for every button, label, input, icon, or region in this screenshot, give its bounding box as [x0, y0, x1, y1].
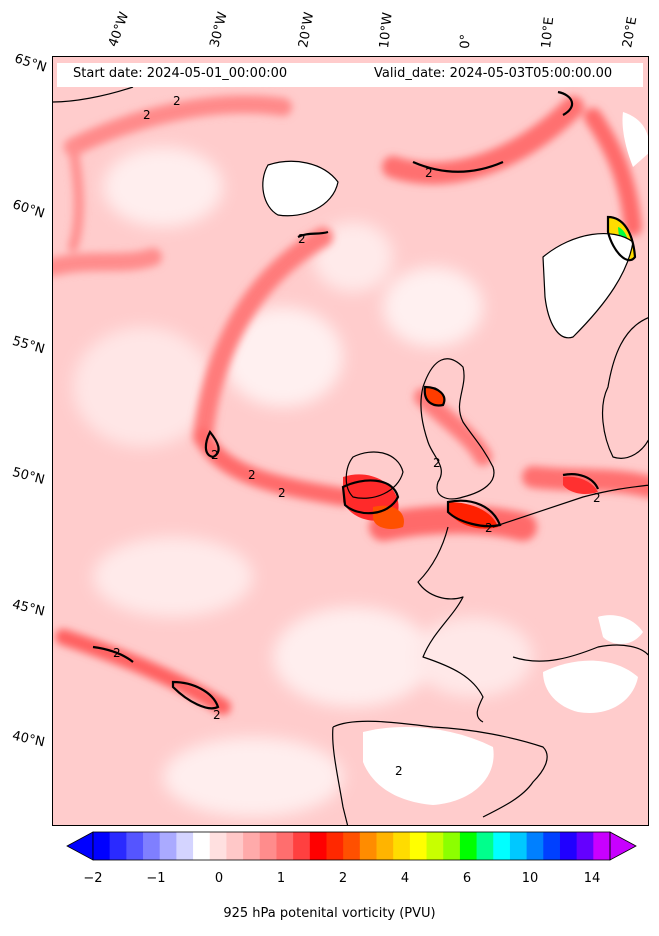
lat-label-55n: 55°N — [10, 333, 47, 358]
lon-label-40w: 40°W — [105, 10, 133, 49]
colorbar — [66, 831, 637, 861]
start-date-label: Start date: 2024-05-01_00:00:00 — [73, 66, 288, 81]
colorbar-segment — [376, 832, 394, 860]
lon-label-10e: 10°E — [539, 16, 558, 50]
colorbar-segment — [559, 832, 578, 860]
svg-text:2: 2 — [248, 468, 256, 482]
colorbar-tick: −2 — [83, 871, 103, 886]
colorbar-segment — [126, 832, 144, 860]
svg-text:2: 2 — [395, 764, 403, 778]
pv-low-regions — [73, 147, 533, 817]
lat-label-65n: 65°N — [12, 51, 49, 76]
colorbar-extend-low — [66, 831, 94, 861]
colorbar-segment — [276, 832, 294, 860]
pv2-contours — [92, 90, 637, 710]
terrain-masks — [262, 112, 648, 805]
lat-label-40n: 40°N — [10, 728, 47, 751]
colorbar-segment — [426, 832, 444, 860]
lon-label-20w: 20°W — [296, 11, 318, 50]
colorbar-border — [92, 831, 611, 861]
svg-text:2: 2 — [485, 521, 493, 535]
greenland-coast — [53, 86, 134, 103]
pv-high-bands — [53, 95, 648, 715]
france-atlantic-coast — [417, 526, 484, 723]
colorbar-extend-high — [609, 831, 637, 861]
colorbar-segment — [176, 832, 194, 860]
lon-label-0: 0° — [458, 33, 474, 49]
pv-map: 2 2 2 2 2 2 2 2 2 2 2 2 2 — [53, 57, 648, 825]
colorbar-segment — [576, 832, 594, 860]
svg-text:2: 2 — [113, 646, 121, 660]
colorbar-segment — [209, 832, 227, 860]
colorbar-segment — [593, 832, 611, 860]
iberia-west-coast — [332, 726, 349, 825]
colorbar-segment — [459, 832, 478, 860]
colorbar-segment — [343, 832, 361, 860]
colorbar-segment — [493, 832, 511, 860]
colorbar-segment — [143, 832, 161, 860]
pv2-contour-labels: 2 2 2 2 2 2 2 2 2 2 2 2 2 — [113, 94, 601, 778]
mediterranean-coast — [512, 644, 648, 662]
colorbar-tick: 2 — [338, 871, 348, 886]
colorbar-segment — [443, 832, 461, 860]
iceland-coast — [262, 160, 339, 217]
colorbar-segment — [526, 832, 544, 860]
colorbar-tick: 4 — [400, 871, 410, 886]
colorbar-segment — [193, 832, 211, 860]
map-panel: 2 2 2 2 2 2 2 2 2 2 2 2 2 — [52, 56, 649, 826]
svg-text:2: 2 — [593, 491, 601, 505]
lat-label-45n: 45°N — [10, 597, 47, 620]
svg-text:2: 2 — [298, 232, 306, 246]
svg-text:2: 2 — [425, 166, 433, 180]
colorbar-tick: 10 — [521, 871, 539, 886]
colorbar-segment — [226, 832, 244, 860]
coastlines — [53, 86, 648, 825]
lon-label-30w: 30°W — [207, 10, 231, 49]
scandinavia-coast — [602, 317, 648, 459]
iberia-north-coast — [332, 720, 548, 818]
colorbar-tick: 0 — [214, 871, 224, 886]
colorbar-segment — [309, 832, 327, 860]
norway-coast — [542, 232, 634, 339]
svg-text:2: 2 — [173, 94, 181, 108]
colorbar-segment — [93, 832, 111, 860]
colorbar-tick: −1 — [146, 871, 166, 886]
valid-date-label: Valid_date: 2024-05-03T05:00:00.00 — [374, 66, 613, 81]
colorbar-segment — [543, 832, 561, 860]
colorbar-segment — [109, 832, 127, 860]
svg-text:2: 2 — [211, 448, 219, 462]
ireland-coast — [345, 451, 404, 499]
colorbar-tick: 14 — [583, 871, 601, 886]
colorbar-segment — [243, 832, 261, 860]
svg-text:2: 2 — [213, 708, 221, 722]
north-european-coast — [492, 484, 648, 528]
colorbar-tick: 6 — [462, 871, 472, 886]
colorbar-segment — [359, 832, 378, 860]
colorbar-segment — [393, 832, 411, 860]
colorbar-label: 925 hPa potenital vorticity (PVU) — [223, 906, 436, 921]
lat-label-60n: 60°N — [10, 197, 47, 222]
colorbar-segment — [509, 832, 528, 860]
header-strip — [57, 63, 643, 87]
colorbar-segment — [409, 832, 428, 860]
lon-label-20e: 20°E — [620, 15, 641, 49]
svg-text:2: 2 — [278, 486, 286, 500]
colorbar-segment — [293, 832, 311, 860]
colorbar-segment — [259, 832, 277, 860]
great-britain-coast — [420, 358, 495, 500]
lat-label-50n: 50°N — [10, 465, 47, 488]
svg-text:2: 2 — [433, 456, 441, 470]
svg-text:2: 2 — [143, 108, 151, 122]
colorbar-segment — [326, 832, 344, 860]
colorbar-segment — [159, 832, 177, 860]
colorbar-tick: 1 — [276, 871, 286, 886]
lon-label-10w: 10°W — [377, 11, 396, 50]
colorbar-segment — [476, 832, 494, 860]
